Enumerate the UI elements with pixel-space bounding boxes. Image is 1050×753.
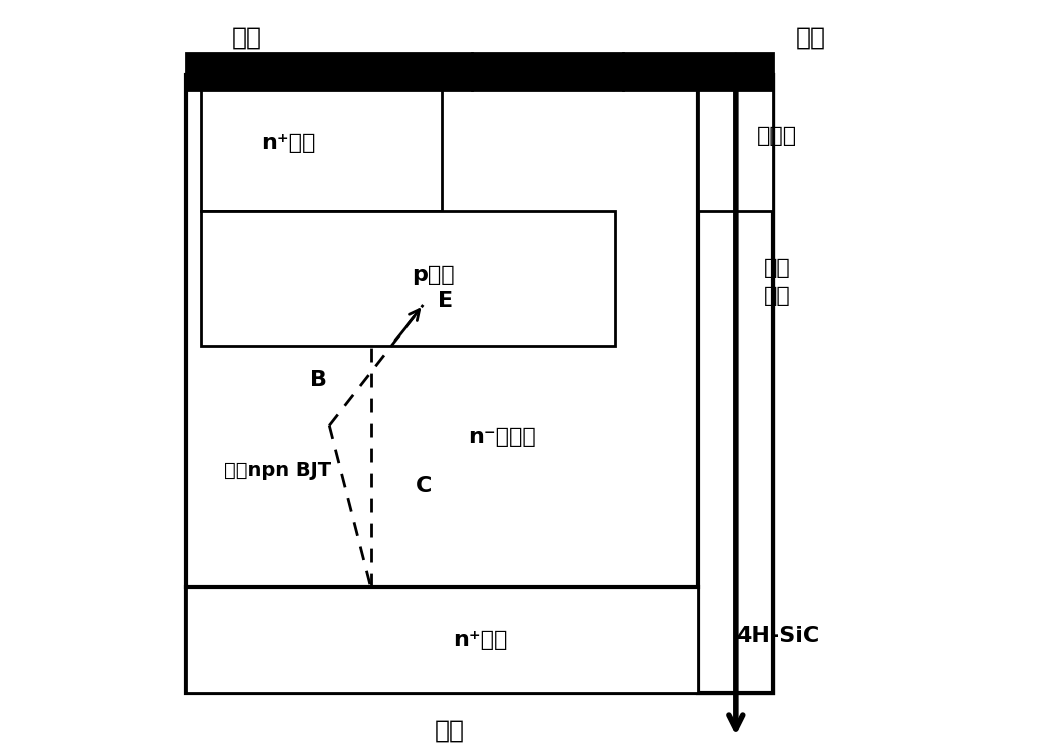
Text: B: B xyxy=(311,370,328,390)
FancyBboxPatch shape xyxy=(698,75,774,693)
FancyBboxPatch shape xyxy=(202,211,615,346)
Text: 寄生npn BJT: 寄生npn BJT xyxy=(224,461,331,480)
FancyBboxPatch shape xyxy=(186,587,698,693)
Text: n⁻漂移区: n⁻漂移区 xyxy=(468,427,537,447)
Text: p基区: p基区 xyxy=(412,265,455,285)
Text: 栊极: 栊极 xyxy=(796,26,826,50)
Text: 高能
粒子: 高能 粒子 xyxy=(764,258,791,306)
FancyBboxPatch shape xyxy=(472,53,623,90)
FancyBboxPatch shape xyxy=(202,75,442,211)
Text: 漏极: 漏极 xyxy=(435,718,465,742)
FancyBboxPatch shape xyxy=(698,75,774,211)
FancyBboxPatch shape xyxy=(186,75,774,693)
Text: 4H-SiC: 4H-SiC xyxy=(736,626,819,646)
FancyBboxPatch shape xyxy=(623,53,774,90)
Text: n⁺源区: n⁺源区 xyxy=(261,133,316,153)
Text: n⁺恧底: n⁺恧底 xyxy=(453,630,507,650)
Text: 氧化层: 氧化层 xyxy=(757,126,797,145)
FancyBboxPatch shape xyxy=(186,53,472,90)
Text: 源极: 源极 xyxy=(231,26,261,50)
Text: E: E xyxy=(439,291,454,311)
Text: C: C xyxy=(416,476,433,495)
